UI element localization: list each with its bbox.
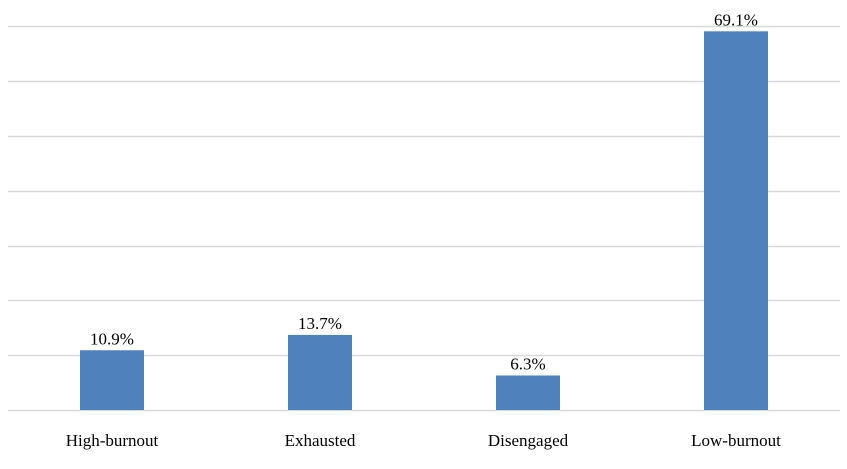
data-label: 10.9% [90, 329, 134, 348]
data-labels: 10.9% 13.7% 6.3% 69.1% [90, 10, 758, 373]
bars [80, 31, 768, 410]
bar-high-burnout [80, 350, 144, 410]
bar-low-burnout [704, 31, 768, 410]
category-label: High-burnout [66, 431, 159, 450]
bar-exhausted [288, 334, 352, 410]
bar-disengaged [496, 375, 560, 410]
category-label: Exhausted [285, 431, 356, 450]
data-label: 6.3% [510, 354, 545, 373]
category-label: Low-burnout [691, 431, 781, 450]
gridlines [8, 25, 840, 412]
category-label: Disengaged [488, 431, 569, 450]
category-labels: High-burnout Exhausted Disengaged Low-burno… [66, 431, 781, 450]
data-label: 69.1% [714, 10, 758, 29]
data-label: 13.7% [298, 314, 342, 333]
